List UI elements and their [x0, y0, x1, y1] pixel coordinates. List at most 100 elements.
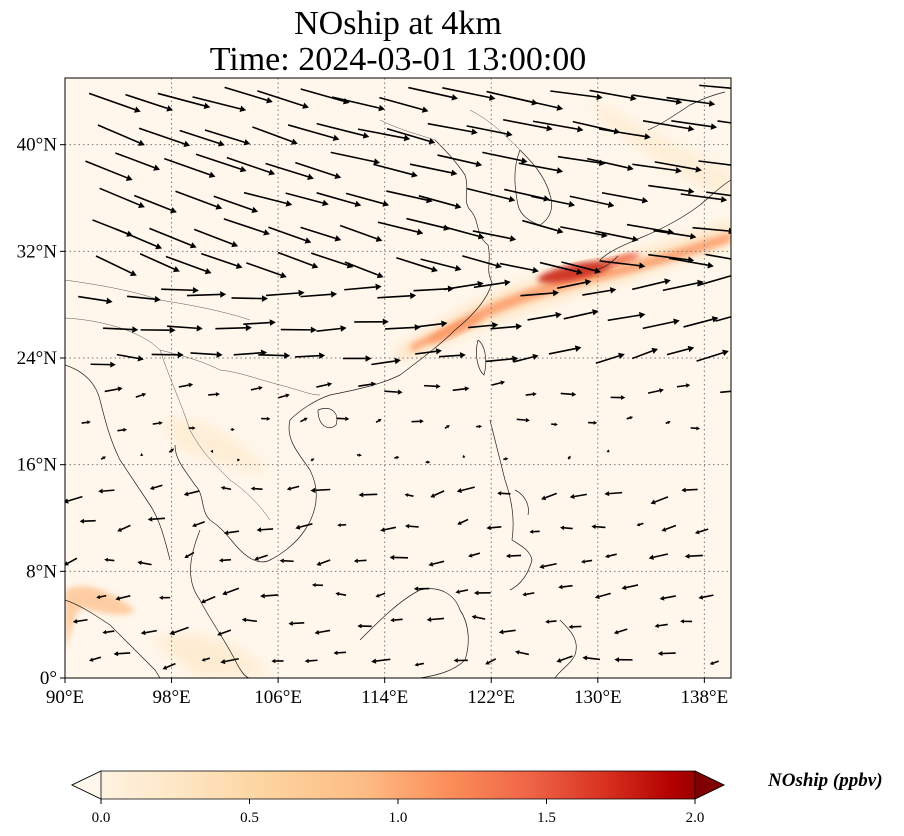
- wind-arrow-head: [673, 318, 680, 325]
- wind-arrow-shaft: [692, 226, 729, 232]
- wind-arrow-head: [593, 420, 598, 425]
- wind-arrow-head: [138, 201, 145, 208]
- wind-arrow-head: [65, 498, 69, 504]
- wind-arrow-shaft: [161, 288, 193, 292]
- wind-arrow-shaft: [213, 195, 253, 211]
- wind-arrow-head: [304, 237, 312, 244]
- wind-arrow-head: [137, 560, 142, 566]
- wind-arrow-shaft: [666, 348, 689, 356]
- wind-arrow-head: [192, 426, 196, 430]
- wind-arrow-shaft: [233, 352, 262, 356]
- wind-arrow-shaft: [373, 163, 413, 176]
- wind-arrow-head: [554, 422, 558, 427]
- wind-arrow-head: [680, 619, 685, 624]
- wind-arrow-head: [192, 286, 199, 294]
- wind-arrow-shaft: [654, 496, 669, 503]
- wind-arrow-shaft: [569, 195, 609, 206]
- colorbar-bar: [71, 770, 725, 800]
- wind-arrow-shaft: [157, 92, 205, 107]
- wind-arrow-head: [722, 349, 729, 356]
- wind-arrow-head: [485, 660, 490, 665]
- wind-arrow-head: [730, 272, 731, 275]
- wind-arrow-head: [698, 594, 704, 600]
- wind-arrow-shaft: [138, 127, 185, 145]
- wind-arrow-head: [137, 355, 144, 362]
- wind-arrow-shaft: [292, 622, 305, 625]
- wind-arrow-shaft: [625, 584, 639, 589]
- wind-arrow-shaft: [152, 517, 166, 521]
- wind-arrow-shaft: [557, 281, 586, 289]
- wind-arrow-shaft: [222, 558, 231, 562]
- wind-arrow-head: [65, 561, 69, 566]
- wind-arrow-head: [556, 104, 564, 111]
- wind-arrow-shaft: [310, 252, 349, 266]
- wind-arrow-head: [397, 389, 403, 395]
- wind-arrow-shaft: [265, 292, 299, 297]
- wind-arrow-shaft: [473, 281, 505, 289]
- wind-arrow-head: [129, 270, 137, 277]
- wind-arrow-head: [505, 553, 511, 559]
- wind-arrow-head: [577, 125, 584, 133]
- wind-arrow-head: [664, 278, 671, 285]
- wind-arrow-head: [231, 241, 239, 248]
- wind-arrow-head: [522, 592, 527, 597]
- y-tick-label: 32°N: [17, 241, 58, 262]
- wind-arrow-head: [404, 493, 409, 498]
- wind-vectors: [65, 84, 731, 670]
- wind-arrow-shaft: [168, 449, 173, 453]
- wind-arrow-head: [515, 323, 523, 330]
- wind-arrow-shaft: [92, 656, 102, 661]
- wind-arrow-shaft: [409, 525, 419, 528]
- wind-arrow-head: [132, 326, 139, 333]
- map-title: NOship at 4km: [294, 5, 502, 42]
- wind-arrow-shaft: [589, 89, 631, 99]
- wind-arrow-shaft: [115, 228, 157, 247]
- wind-arrow-shaft: [258, 353, 285, 357]
- wind-arrow-shaft: [653, 229, 691, 238]
- wind-arrow-shaft: [224, 487, 232, 491]
- wind-arrow-head: [568, 624, 573, 630]
- wind-arrow-shaft: [509, 96, 558, 109]
- wind-arrow-head: [450, 169, 458, 177]
- wind-arrow-shaft: [257, 554, 268, 560]
- wind-arrow-shaft: [560, 392, 572, 396]
- wind-arrow-head: [89, 657, 94, 662]
- wind-arrow-head: [334, 172, 342, 180]
- wind-arrow-head: [284, 352, 291, 359]
- wind-arrow-shaft: [310, 459, 313, 462]
- wind-arrow-shaft: [173, 626, 189, 634]
- wind-arrow-head: [426, 616, 432, 623]
- wind-arrow-head: [291, 138, 298, 145]
- wind-arrow-head: [210, 449, 214, 453]
- wind-arrow-shaft: [228, 530, 240, 534]
- wind-arrow-head: [621, 395, 626, 400]
- wind-arrow-head: [532, 392, 537, 397]
- wind-arrow-head: [607, 201, 615, 208]
- wind-arrow-head: [382, 200, 390, 207]
- wind-arrow-shaft: [250, 387, 260, 391]
- wind-arrow-head: [117, 527, 123, 532]
- wind-arrow-head: [555, 311, 562, 319]
- wind-arrow-shaft: [632, 280, 666, 291]
- wind-arrow-head: [169, 326, 176, 334]
- colorbar-label: NOship (ppbv): [768, 770, 883, 791]
- wind-arrow-shaft: [595, 355, 620, 365]
- wind-arrow-head: [158, 421, 163, 426]
- wind-arrow-shaft: [663, 595, 676, 599]
- wind-arrow-head: [79, 518, 85, 524]
- wind-arrow-head: [396, 455, 400, 460]
- wind-arrow-head: [258, 386, 263, 391]
- wind-arrow-shaft: [648, 253, 689, 261]
- wind-arrow-head: [711, 316, 719, 323]
- wind-arrow-shaft: [431, 617, 445, 621]
- wind-arrow-shaft: [560, 655, 573, 662]
- wind-arrow-head: [378, 104, 385, 112]
- wind-arrow-head: [310, 458, 315, 462]
- wind-arrow-shaft: [243, 191, 287, 205]
- wind-arrow-head: [558, 584, 563, 590]
- wind-arrow-shaft: [601, 191, 643, 202]
- wind-arrow-shaft: [416, 322, 442, 328]
- wind-arrow-head: [310, 487, 316, 494]
- wind-arrow-head: [220, 291, 227, 298]
- wind-arrow-shaft: [468, 324, 493, 329]
